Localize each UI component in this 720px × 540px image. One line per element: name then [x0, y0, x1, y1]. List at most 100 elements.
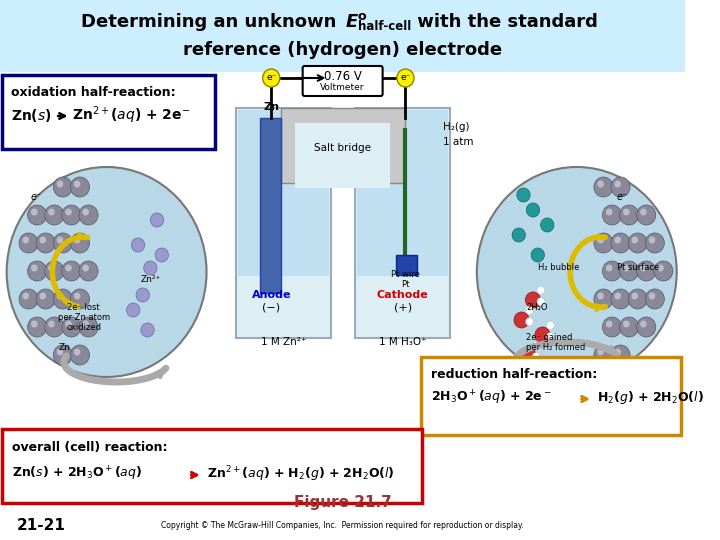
Circle shape	[40, 237, 46, 244]
Circle shape	[22, 237, 29, 244]
Text: H₂(g): H₂(g)	[443, 122, 469, 132]
Circle shape	[66, 321, 72, 327]
Circle shape	[57, 180, 63, 187]
Circle shape	[597, 180, 604, 187]
Circle shape	[645, 233, 665, 253]
Circle shape	[150, 213, 163, 227]
Circle shape	[19, 289, 38, 309]
Text: 1 M Zn²⁺: 1 M Zn²⁺	[261, 337, 306, 347]
Text: $\bfit{E}^{\mathbf{o}}$: $\bfit{E}^{\mathbf{o}}$	[345, 13, 367, 31]
Text: 2H₃O⁺: 2H₃O⁺	[526, 363, 552, 372]
Circle shape	[73, 293, 81, 300]
Text: e⁻: e⁻	[30, 192, 42, 202]
Circle shape	[66, 208, 72, 215]
Text: H₂ bubble: H₂ bubble	[538, 263, 579, 272]
Circle shape	[623, 265, 629, 272]
Circle shape	[27, 261, 47, 281]
Text: 1 atm: 1 atm	[443, 137, 473, 147]
Circle shape	[611, 345, 630, 365]
Circle shape	[40, 293, 46, 300]
Text: Pt surface: Pt surface	[617, 263, 659, 272]
Circle shape	[606, 208, 613, 215]
Circle shape	[597, 348, 604, 355]
Text: Determining an unknown: Determining an unknown	[81, 13, 343, 31]
Circle shape	[649, 293, 655, 300]
Text: 2H₂O: 2H₂O	[526, 303, 548, 312]
Circle shape	[57, 237, 63, 244]
Text: overall (cell) reaction:: overall (cell) reaction:	[12, 441, 168, 454]
Circle shape	[71, 177, 89, 197]
Text: with the standard: with the standard	[411, 13, 598, 31]
Circle shape	[79, 317, 98, 337]
Circle shape	[141, 323, 154, 337]
Text: Pt: Pt	[401, 280, 410, 289]
Circle shape	[606, 321, 613, 327]
Text: oxidized: oxidized	[66, 323, 102, 332]
Circle shape	[649, 237, 655, 244]
FancyBboxPatch shape	[295, 123, 390, 188]
Circle shape	[136, 288, 150, 302]
Circle shape	[614, 180, 621, 187]
Circle shape	[71, 233, 89, 253]
Circle shape	[614, 348, 621, 355]
Text: Zn($s$) + 2H$_3$O$^+$($aq$): Zn($s$) + 2H$_3$O$^+$($aq$)	[12, 465, 143, 483]
Circle shape	[62, 317, 81, 337]
FancyBboxPatch shape	[357, 110, 449, 275]
Circle shape	[631, 237, 638, 244]
Text: oxidation half-reaction:: oxidation half-reaction:	[12, 85, 176, 98]
FancyBboxPatch shape	[420, 357, 681, 435]
Text: Cathode: Cathode	[377, 290, 428, 300]
Circle shape	[477, 167, 677, 377]
Circle shape	[45, 261, 64, 281]
Circle shape	[526, 203, 540, 217]
Circle shape	[657, 265, 664, 272]
Circle shape	[514, 312, 529, 328]
Circle shape	[263, 69, 280, 87]
Circle shape	[512, 228, 526, 242]
Circle shape	[45, 317, 64, 337]
FancyBboxPatch shape	[355, 108, 450, 338]
Circle shape	[31, 208, 37, 215]
Circle shape	[537, 286, 544, 294]
Text: Zn($s$): Zn($s$)	[12, 106, 52, 124]
Circle shape	[19, 233, 38, 253]
Circle shape	[636, 205, 656, 225]
Text: H$_2$($g$) + 2H$_2$O($l$): H$_2$($g$) + 2H$_2$O($l$)	[597, 389, 703, 407]
Circle shape	[526, 292, 541, 308]
Circle shape	[645, 289, 665, 309]
Text: 21-21: 21-21	[17, 518, 66, 534]
Circle shape	[127, 303, 140, 317]
Circle shape	[603, 317, 621, 337]
Text: 0.76 V: 0.76 V	[324, 71, 361, 84]
Text: half-cell: half-cell	[358, 19, 411, 32]
Circle shape	[31, 265, 37, 272]
Circle shape	[36, 289, 55, 309]
Text: Zn$^{2+}$($aq$) + H$_2$($g$) + 2H$_2$O($l$): Zn$^{2+}$($aq$) + H$_2$($g$) + 2H$_2$O($…	[207, 464, 395, 484]
Text: (−): (−)	[262, 302, 280, 312]
Circle shape	[82, 321, 89, 327]
FancyBboxPatch shape	[238, 110, 329, 275]
Text: Salt bridge: Salt bridge	[314, 143, 371, 153]
Circle shape	[620, 261, 639, 281]
Circle shape	[606, 265, 613, 272]
Circle shape	[614, 237, 621, 244]
Circle shape	[517, 188, 530, 202]
Circle shape	[48, 208, 55, 215]
Circle shape	[82, 208, 89, 215]
Text: reduction half-reaction:: reduction half-reaction:	[431, 368, 598, 381]
Circle shape	[144, 261, 157, 275]
Circle shape	[603, 261, 621, 281]
Circle shape	[640, 265, 647, 272]
Circle shape	[71, 289, 89, 309]
Text: Anode: Anode	[251, 290, 291, 300]
Circle shape	[6, 167, 207, 377]
FancyBboxPatch shape	[2, 75, 215, 149]
Circle shape	[654, 261, 673, 281]
Circle shape	[546, 333, 554, 341]
Circle shape	[45, 205, 64, 225]
Text: (+): (+)	[394, 302, 412, 312]
Text: Copyright © The McGraw-Hill Companies, Inc.  Permission required for reproductio: Copyright © The McGraw-Hill Companies, I…	[161, 522, 524, 530]
Text: 1 M H₃O⁺: 1 M H₃O⁺	[379, 337, 426, 347]
Text: e⁻: e⁻	[617, 192, 628, 202]
Circle shape	[594, 345, 613, 365]
